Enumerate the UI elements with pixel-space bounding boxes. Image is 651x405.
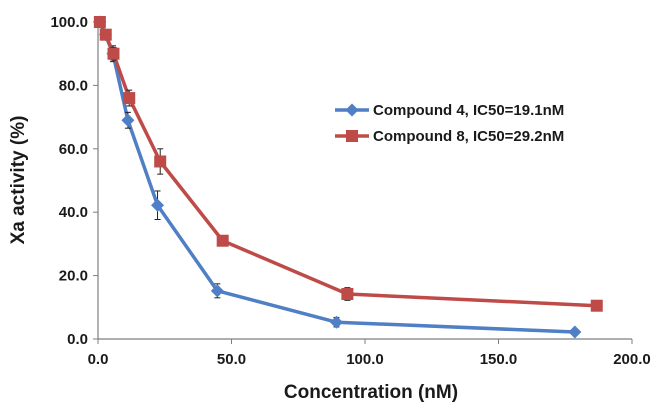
- legend-item: Compound 8, IC50=29.2nM: [335, 128, 564, 145]
- data-point: [107, 47, 120, 60]
- x-axis-title: Concentration (nM): [284, 382, 458, 403]
- chart-axes: [97, 22, 632, 340]
- data-point: [123, 92, 136, 105]
- legend-swatch-marker: [346, 130, 358, 142]
- chart-legend: Compound 4, IC50=19.1nM Compound 8, IC50=…: [335, 102, 564, 145]
- data-point: [151, 198, 165, 212]
- y-tick-label: 100.0: [50, 14, 88, 31]
- y-axis-title: Xa activity (%): [8, 116, 29, 245]
- series-2: [93, 16, 603, 312]
- x-tick-group: 0.0 50.0 100.0 150.0 200.0: [88, 339, 651, 368]
- y-tick-label: 40.0: [59, 204, 88, 221]
- y-tick-group: 0.0 20.0 40.0 60.0 80.0 100.0: [50, 14, 98, 348]
- x-tick-label: 200.0: [613, 351, 651, 368]
- series-layer: [93, 15, 603, 339]
- x-tick-label: 0.0: [88, 351, 109, 368]
- x-tick-label: 150.0: [480, 351, 518, 368]
- legend-item: Compound 4, IC50=19.1nM: [335, 102, 564, 119]
- data-point: [329, 315, 343, 329]
- y-tick-label: 0.0: [67, 331, 88, 348]
- series-line: [98, 21, 597, 308]
- legend-swatch-marker: [345, 103, 359, 117]
- data-point: [99, 28, 112, 41]
- y-tick-label: 60.0: [59, 141, 88, 158]
- data-point: [216, 234, 229, 247]
- legend-label: Compound 4, IC50=19.1nM: [373, 102, 564, 119]
- x-tick-label: 50.0: [217, 351, 246, 368]
- y-tick-label: 80.0: [59, 77, 88, 94]
- legend-label: Compound 8, IC50=29.2nM: [373, 128, 564, 145]
- data-point: [121, 113, 135, 127]
- data-point: [93, 16, 106, 28]
- y-tick-label: 20.0: [59, 268, 88, 285]
- data-point: [210, 284, 224, 298]
- data-point: [341, 287, 354, 300]
- data-point: [568, 325, 582, 339]
- x-tick-label: 100.0: [346, 351, 384, 368]
- data-point: [590, 299, 603, 312]
- data-point: [154, 155, 167, 168]
